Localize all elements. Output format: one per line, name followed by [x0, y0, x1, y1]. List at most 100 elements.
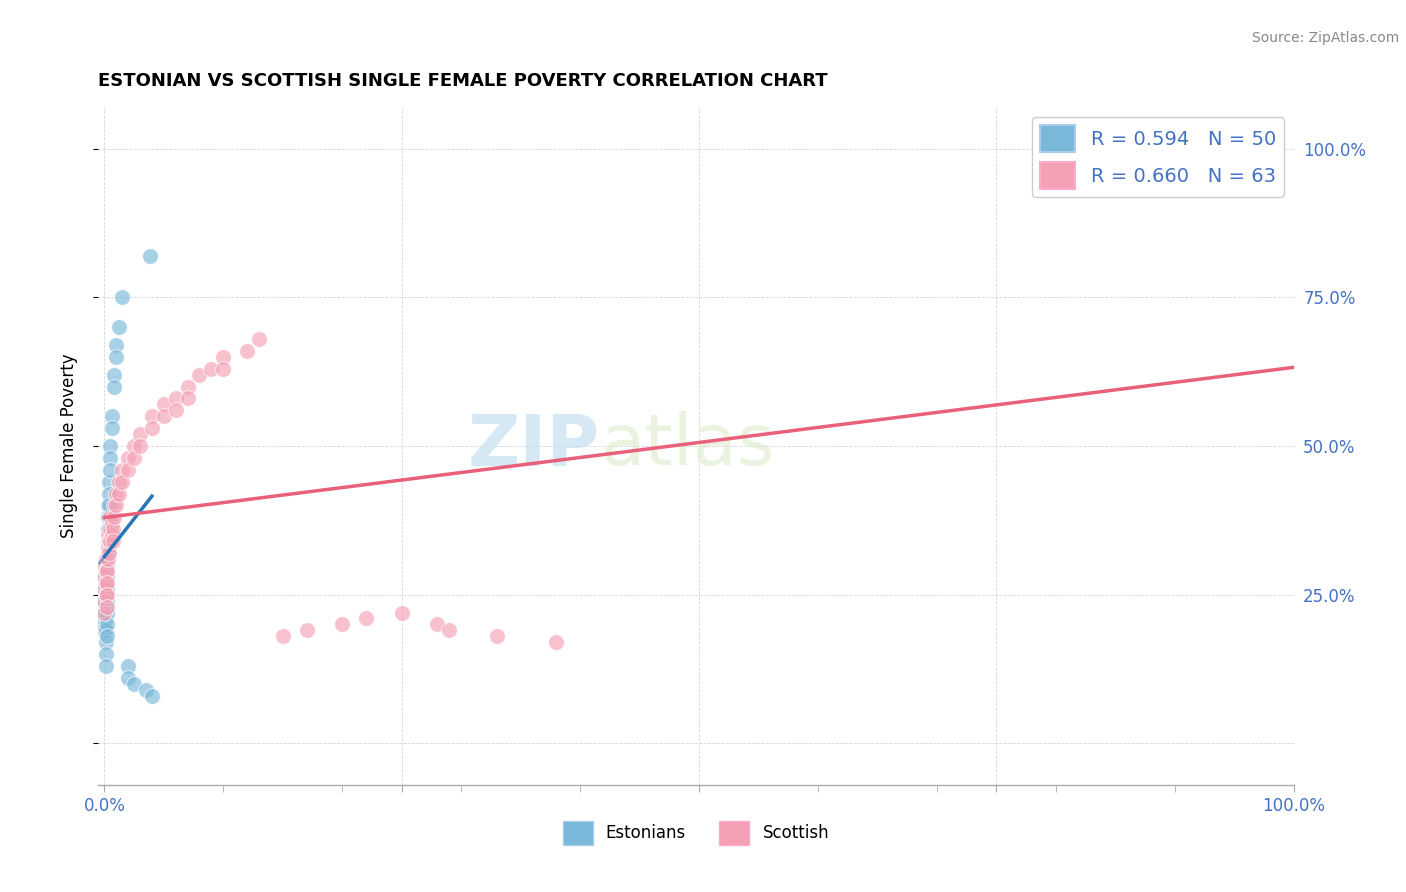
Point	[96, 575, 118, 590]
Point	[93, 606, 115, 620]
Point	[98, 534, 121, 549]
Point	[98, 439, 121, 453]
Point	[93, 593, 115, 607]
Point	[93, 582, 115, 596]
Point	[98, 499, 121, 513]
Point	[122, 450, 145, 465]
Point	[94, 624, 117, 638]
Point	[94, 659, 117, 673]
Point	[93, 624, 115, 638]
Legend: Estonians, Scottish: Estonians, Scottish	[555, 814, 837, 851]
Point	[153, 397, 176, 411]
Point	[295, 624, 318, 638]
Point	[391, 606, 413, 620]
Point	[107, 486, 129, 500]
Point	[100, 516, 122, 531]
Point	[105, 338, 128, 352]
Point	[141, 409, 163, 424]
Point	[96, 588, 118, 602]
Point	[96, 606, 118, 620]
Point	[93, 606, 115, 620]
Text: Source: ZipAtlas.com: Source: ZipAtlas.com	[1251, 31, 1399, 45]
Point	[105, 350, 128, 364]
Point	[93, 617, 115, 632]
Point	[98, 463, 121, 477]
Point	[94, 575, 117, 590]
Point	[200, 361, 222, 376]
Point	[247, 332, 270, 346]
Point	[93, 582, 115, 596]
Point	[153, 409, 176, 424]
Point	[94, 635, 117, 649]
Point	[93, 575, 115, 590]
Point	[105, 486, 128, 500]
Point	[96, 599, 118, 614]
Point	[97, 522, 120, 536]
Text: ESTONIAN VS SCOTTISH SINGLE FEMALE POVERTY CORRELATION CHART: ESTONIAN VS SCOTTISH SINGLE FEMALE POVER…	[98, 72, 828, 90]
Point	[188, 368, 211, 382]
Point	[94, 588, 117, 602]
Point	[94, 575, 117, 590]
Point	[141, 421, 163, 435]
Point	[101, 522, 124, 536]
Point	[138, 249, 160, 263]
Point	[271, 629, 294, 643]
Point	[176, 379, 198, 393]
Point	[94, 564, 117, 578]
Point	[97, 499, 120, 513]
Point	[129, 439, 152, 453]
Point	[485, 629, 508, 643]
Point	[330, 617, 353, 632]
Point	[1069, 142, 1091, 156]
Point	[97, 540, 120, 554]
Point	[103, 510, 125, 524]
Point	[212, 350, 235, 364]
Point	[212, 361, 235, 376]
Point	[97, 552, 120, 566]
Point	[111, 463, 134, 477]
Point	[96, 617, 118, 632]
Point	[96, 558, 118, 572]
Point	[122, 677, 145, 691]
Point	[98, 522, 121, 536]
Point	[98, 534, 121, 549]
Point	[98, 450, 121, 465]
Point	[117, 450, 139, 465]
Point	[165, 392, 187, 406]
Point	[546, 635, 568, 649]
Point	[103, 368, 125, 382]
Point	[98, 510, 121, 524]
Point	[96, 564, 118, 578]
Point	[117, 463, 139, 477]
Point	[98, 486, 121, 500]
Point	[111, 290, 134, 304]
Point	[105, 499, 128, 513]
Point	[107, 475, 129, 489]
Point	[94, 564, 117, 578]
Point	[439, 624, 461, 638]
Point	[98, 475, 121, 489]
Point	[103, 499, 125, 513]
Point	[94, 611, 117, 625]
Point	[93, 593, 115, 607]
Point	[122, 439, 145, 453]
Point	[94, 588, 117, 602]
Point	[426, 617, 449, 632]
Point	[141, 689, 163, 703]
Point	[97, 546, 120, 560]
Point	[93, 558, 115, 572]
Point	[93, 588, 115, 602]
Point	[97, 528, 120, 542]
Text: ZIP: ZIP	[468, 411, 600, 481]
Point	[354, 611, 377, 625]
Point	[97, 534, 120, 549]
Point	[94, 552, 117, 566]
Point	[100, 409, 122, 424]
Point	[94, 647, 117, 661]
Point	[96, 629, 118, 643]
Point	[93, 570, 115, 584]
Point	[96, 570, 118, 584]
Point	[103, 379, 125, 393]
Y-axis label: Single Female Poverty: Single Female Poverty	[59, 354, 77, 538]
Point	[129, 427, 152, 442]
